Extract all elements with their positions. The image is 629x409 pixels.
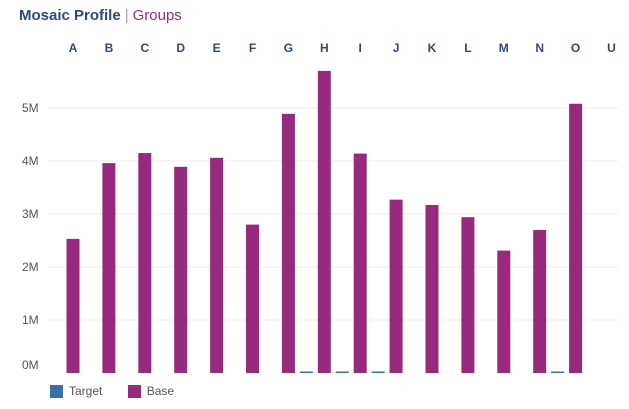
bar-base[interactable] xyxy=(246,224,259,373)
y-tick-label: 4M xyxy=(22,154,39,168)
bar-base[interactable] xyxy=(102,163,116,373)
bar-base[interactable] xyxy=(138,153,152,373)
category-label: A xyxy=(69,41,78,55)
bar-base[interactable] xyxy=(389,199,403,373)
category-label: J xyxy=(393,41,400,55)
legend-swatch-base xyxy=(127,384,141,398)
title-main: Mosaic Profile xyxy=(19,7,121,24)
title-subtitle: Groups xyxy=(132,7,182,24)
category-label: K xyxy=(428,41,437,55)
category-label: L xyxy=(464,41,471,55)
category-label: C xyxy=(140,41,149,55)
category-label: D xyxy=(176,41,185,55)
category-label: E xyxy=(213,41,221,55)
bar-target[interactable] xyxy=(299,371,313,374)
category-label: B xyxy=(105,41,114,55)
bar-base[interactable] xyxy=(353,153,367,373)
category-label: U xyxy=(607,41,616,55)
category-label: M xyxy=(499,41,509,55)
chart-title: Mosaic Profile | Groups xyxy=(19,6,182,26)
category-label: I xyxy=(359,41,362,55)
bar-target[interactable] xyxy=(335,371,349,374)
bar-base[interactable] xyxy=(317,70,331,374)
legend-label-target: Target xyxy=(69,384,103,399)
y-tick-label: 3M xyxy=(22,207,39,221)
category-label: O xyxy=(571,41,580,55)
title-separator: | xyxy=(124,7,129,24)
category-label: N xyxy=(535,41,544,55)
bar-base[interactable] xyxy=(569,103,583,373)
bar-base[interactable] xyxy=(66,238,80,373)
legend-item-target[interactable]: Target xyxy=(50,383,102,398)
bar-base[interactable] xyxy=(425,204,439,373)
bar-base[interactable] xyxy=(533,229,547,373)
bar-base[interactable] xyxy=(497,250,511,373)
category-label: H xyxy=(320,41,329,55)
legend-item-base[interactable]: Base xyxy=(127,383,175,399)
bar-base[interactable] xyxy=(281,113,295,373)
bar-base[interactable] xyxy=(210,157,224,373)
bar-target[interactable] xyxy=(371,371,385,374)
legend: Target Base xyxy=(50,383,196,398)
legend-label-base: Base xyxy=(146,384,175,399)
y-tick-label: 2M xyxy=(22,260,39,274)
y-tick-label: 0M xyxy=(22,358,39,372)
bar-base[interactable] xyxy=(174,166,188,373)
legend-swatch-target xyxy=(50,384,63,398)
category-label: F xyxy=(249,41,256,55)
y-tick-label: 1M xyxy=(22,313,39,327)
bar-target[interactable] xyxy=(551,371,565,374)
category-label: G xyxy=(284,41,293,55)
y-tick-label: 5M xyxy=(22,101,39,115)
bar-base[interactable] xyxy=(461,217,475,373)
